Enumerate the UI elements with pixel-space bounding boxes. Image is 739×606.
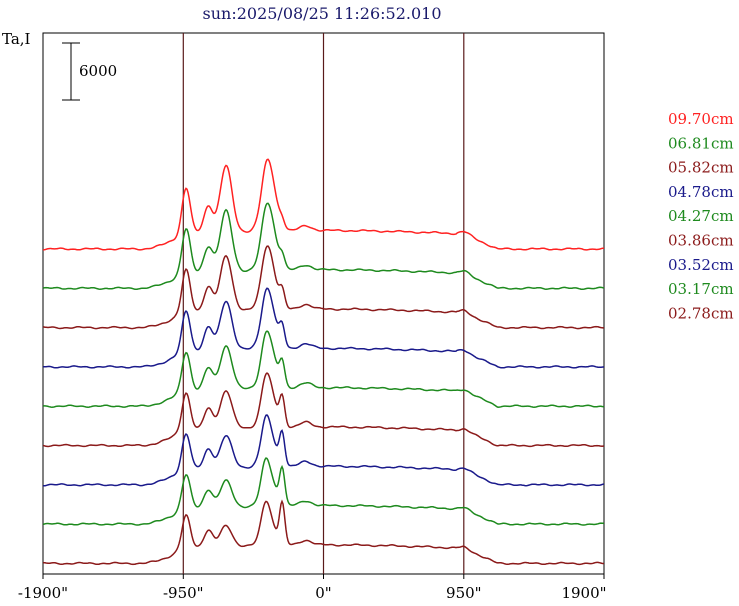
legend-entry-03.52cm: 03.52cm <box>668 256 734 274</box>
scale-bar-label: 6000 <box>79 62 117 80</box>
x-tick-label-3: 950" <box>446 584 482 602</box>
series-line-06.81cm <box>42 202 605 291</box>
vertical-reference-lines <box>182 33 465 574</box>
series-line-04.78cm <box>43 287 605 369</box>
legend-entry-06.81cm: 06.81cm <box>668 134 734 152</box>
series-line-03.52cm <box>42 414 605 487</box>
legend-entry-03.17cm: 03.17cm <box>668 280 734 298</box>
series-group <box>42 158 605 566</box>
x-tick-label-0: -1900" <box>18 584 68 602</box>
y-axis-label: Ta,I <box>2 30 31 48</box>
x-tick-label-1: -950" <box>163 584 204 602</box>
legend-entry-02.78cm: 02.78cm <box>668 304 734 322</box>
chart-title: sun:2025/08/25 11:26:52.010 <box>203 4 442 23</box>
x-tick-label-4: 1900" <box>561 584 606 602</box>
x-tick-label-2: 0" <box>315 584 331 602</box>
series-line-05.82cm <box>42 245 605 330</box>
legend-entry-04.78cm: 04.78cm <box>668 183 734 201</box>
legend-entry-04.27cm: 04.27cm <box>668 207 734 225</box>
x-axis-ticks: -1900" -950" 0" 950" 1900" <box>18 574 607 602</box>
legend: 09.70cm 06.81cm 05.82cm 04.78cm 04.27cm 03.86… <box>668 110 734 322</box>
scale-bar: 6000 <box>62 42 117 101</box>
legend-entry-05.82cm: 05.82cm <box>668 159 734 177</box>
legend-entry-09.70cm: 09.70cm <box>668 110 734 128</box>
series-line-03.17cm <box>42 457 605 526</box>
series-line-09.70cm <box>42 158 605 251</box>
series-line-03.86cm <box>42 372 605 448</box>
legend-entry-03.86cm: 03.86cm <box>668 232 734 250</box>
series-line-04.27cm <box>42 330 605 408</box>
series-line-02.78cm <box>42 499 605 566</box>
